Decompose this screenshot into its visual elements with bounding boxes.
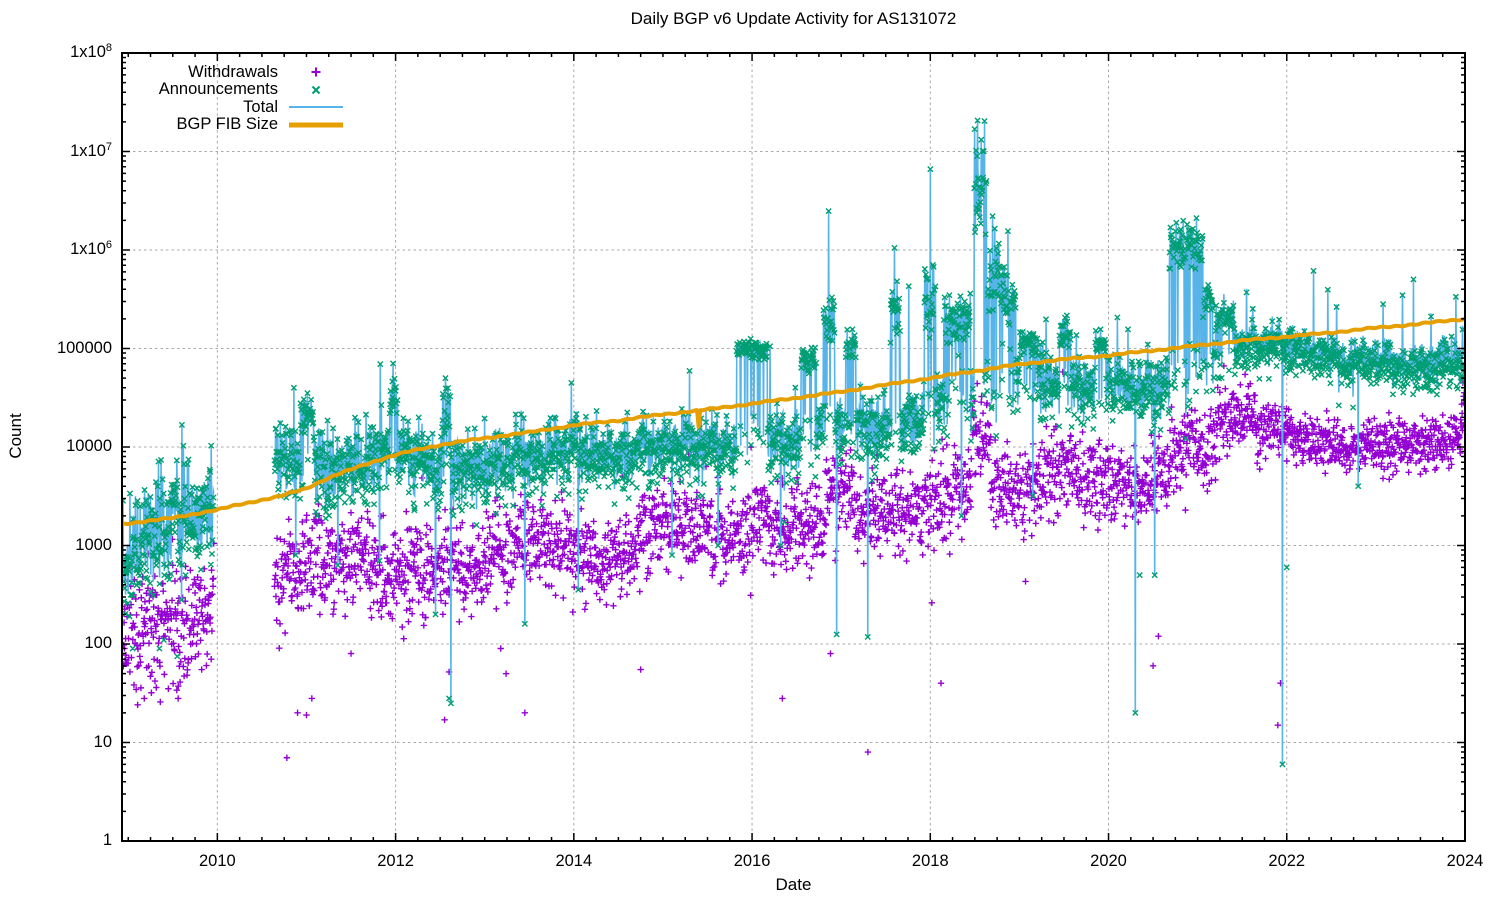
y-tick-label: 10 [93,732,112,751]
x-tick-label: 2024 [1446,852,1484,870]
legend-label: Announcements [158,80,278,98]
x-tick-label: 2014 [555,852,593,870]
x-tick-label: 2012 [377,852,414,870]
y-tick-label: 1x107 [70,140,112,160]
x-tick-label: 2022 [1268,852,1306,870]
x-tick-label: 2018 [911,852,949,870]
legend-item-announcements: Announcements [122,80,344,99]
x-tick-label: 2020 [1090,852,1127,870]
y-tick-label: 100000 [56,338,112,357]
x-tick-label: 2010 [198,852,236,870]
cross-marker-icon [288,81,344,99]
x-tick-label: 2016 [733,852,771,870]
y-axis-label: Count [6,413,25,459]
y-tick-label: 1 [102,831,112,849]
y-tick-exponent: 8 [105,42,112,54]
chart-title: Daily BGP v6 Update Activity for AS13107… [630,9,957,28]
legend-item-withdrawals: Withdrawals [122,63,344,81]
legend-label: BGP FIB Size [176,115,278,133]
y-tick-exponent: 7 [105,140,112,153]
legend-item-total: Total [122,98,344,116]
y-tick-label: 1000 [75,535,112,554]
y-tick-label: 1x106 [70,239,112,258]
legend-item-bgp-fib-size: BGP FIB Size [122,115,344,134]
y-tick-exponent: 6 [105,239,112,251]
thick-line-sample-icon [288,116,344,134]
legend-label: Total [243,97,278,116]
plus-marker-icon [288,63,344,81]
x-axis-label: Date [775,875,812,894]
line-sample-icon [288,98,344,116]
y-tick-label: 1x108 [70,42,112,61]
y-tick-label: 10000 [66,437,112,455]
y-tick-label: 100 [84,634,112,652]
legend-label: Withdrawals [188,62,278,81]
